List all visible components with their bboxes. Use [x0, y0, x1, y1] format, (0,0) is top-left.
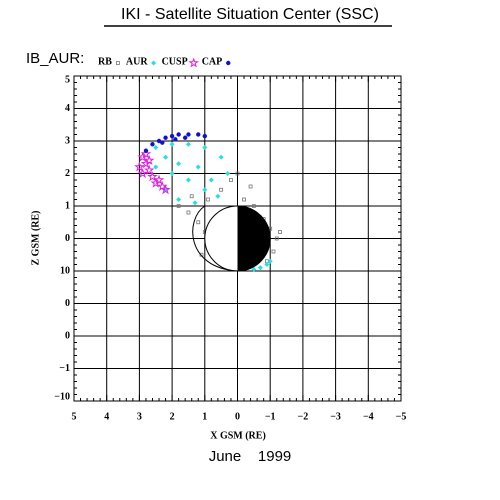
point: [163, 154, 169, 160]
point: [169, 141, 175, 147]
y-tick-label: 5: [65, 74, 70, 85]
point: [176, 132, 181, 137]
point: [192, 200, 198, 206]
y-tick-label: 2: [65, 168, 70, 179]
x-axis-label: X GSM (RE): [210, 430, 266, 441]
point: [150, 142, 155, 147]
point: [202, 187, 208, 193]
y-tick-label: 1: [65, 200, 70, 211]
point: [153, 174, 165, 185]
point: [235, 171, 240, 176]
point: [160, 140, 165, 145]
y-tick-label: 10: [60, 265, 70, 276]
legend-label: RB: [98, 56, 112, 67]
x-tick-label: 5: [72, 411, 77, 422]
point: [186, 132, 191, 137]
point: [169, 133, 175, 139]
point: [143, 148, 149, 153]
point: [182, 135, 188, 140]
x-tick-label: 1: [202, 411, 207, 422]
y-tick-label: 0: [65, 233, 70, 244]
point: [251, 204, 256, 208]
legend-marker: [226, 60, 231, 66]
x-tick-label: −3: [330, 411, 341, 422]
plot-frame: [73, 75, 402, 402]
subtitle: IB_AUR:: [26, 50, 84, 67]
point: [196, 132, 201, 137]
point: [143, 154, 155, 165]
point: [140, 148, 152, 159]
point: [274, 236, 279, 241]
y-tick-label: 3: [65, 135, 70, 146]
legend-marker: [188, 57, 199, 68]
point: [186, 210, 191, 215]
y-tick-label: 4: [65, 103, 70, 114]
x-tick-label: 2: [170, 411, 175, 422]
y-axis-label: Z GSM (RE): [30, 211, 41, 266]
point: [264, 262, 270, 267]
point: [176, 204, 181, 208]
point: [176, 161, 182, 167]
x-tick-label: 4: [104, 411, 109, 422]
point: [134, 161, 145, 172]
point: [242, 197, 246, 202]
earth-night: [237, 206, 271, 271]
x-tick-label: −4: [363, 411, 374, 422]
point: [185, 141, 191, 147]
point: [169, 171, 175, 176]
legend-marker: [116, 61, 120, 65]
point: [147, 171, 158, 182]
point: [248, 184, 253, 189]
chart-title: IKI - Satellite Situation Center (SSC): [121, 6, 379, 23]
point: [196, 220, 201, 225]
x-tick-label: −2: [298, 411, 309, 422]
y-tick-label: 0: [65, 298, 70, 309]
point: [251, 266, 257, 272]
legend-label: AUR: [126, 56, 148, 67]
point: [229, 178, 233, 182]
point: [225, 171, 231, 176]
field-boundary: [192, 205, 238, 272]
scatter-points: [134, 132, 282, 272]
point: [271, 249, 276, 254]
point: [195, 164, 201, 170]
point: [153, 164, 159, 170]
x-tick-label: −5: [396, 411, 407, 422]
point: [219, 187, 224, 192]
point: [185, 177, 191, 183]
point: [202, 133, 207, 139]
point: [206, 197, 210, 202]
point: [143, 164, 155, 175]
point: [208, 177, 214, 183]
point: [176, 197, 182, 202]
point: [163, 135, 168, 140]
y-tick-label: 0: [65, 330, 70, 341]
y-tick-label: −10: [54, 391, 70, 402]
point: [156, 138, 162, 144]
point: [173, 137, 178, 142]
legend-label: CUSP: [162, 56, 188, 67]
point: [278, 230, 282, 234]
point: [189, 194, 194, 199]
point: [257, 265, 263, 271]
point: [215, 193, 221, 199]
legend-label: CAP: [202, 56, 223, 67]
y-tick-label: −1: [59, 363, 70, 374]
x-tick-label: 3: [137, 411, 142, 422]
footer: June 1999: [209, 448, 292, 465]
point: [160, 184, 171, 195]
legend-marker: [151, 60, 157, 66]
x-tick-label: 0: [235, 411, 240, 422]
point: [153, 145, 159, 150]
point: [202, 145, 208, 150]
point: [218, 154, 224, 160]
x-tick-label: −1: [265, 411, 276, 422]
point: [137, 167, 148, 178]
point: [267, 258, 273, 264]
